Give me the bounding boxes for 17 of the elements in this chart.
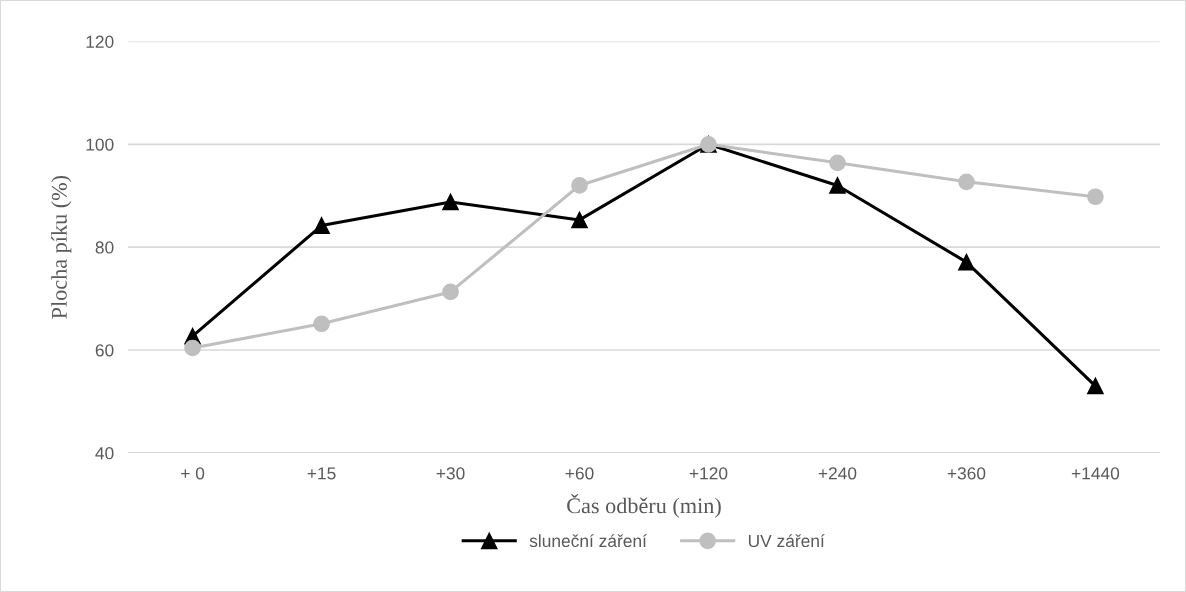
x-tick-label: +30 (436, 467, 465, 480)
legend-label: sluneční záření (529, 534, 647, 548)
y-axis-title: Plocha píku (%) (51, 175, 72, 319)
x-tick-label: +240 (818, 467, 857, 480)
y-tick-label: 60 (95, 344, 114, 357)
legend-label: UV záření (748, 534, 825, 548)
x-axis-title: Čas odběru (min) (567, 494, 721, 518)
x-tick-label: +120 (689, 467, 728, 480)
x-tick-label: +60 (565, 467, 594, 480)
x-tick-label: +1440 (1071, 467, 1120, 480)
y-tick-label: 120 (86, 35, 114, 48)
y-tick-label: 80 (95, 241, 114, 254)
x-tick-label: +15 (307, 467, 336, 480)
x-tick-label: + 0 (181, 467, 205, 480)
x-tick-label: +360 (947, 467, 986, 480)
y-tick-label: 40 (95, 447, 114, 460)
y-tick-label: 100 (86, 138, 114, 151)
